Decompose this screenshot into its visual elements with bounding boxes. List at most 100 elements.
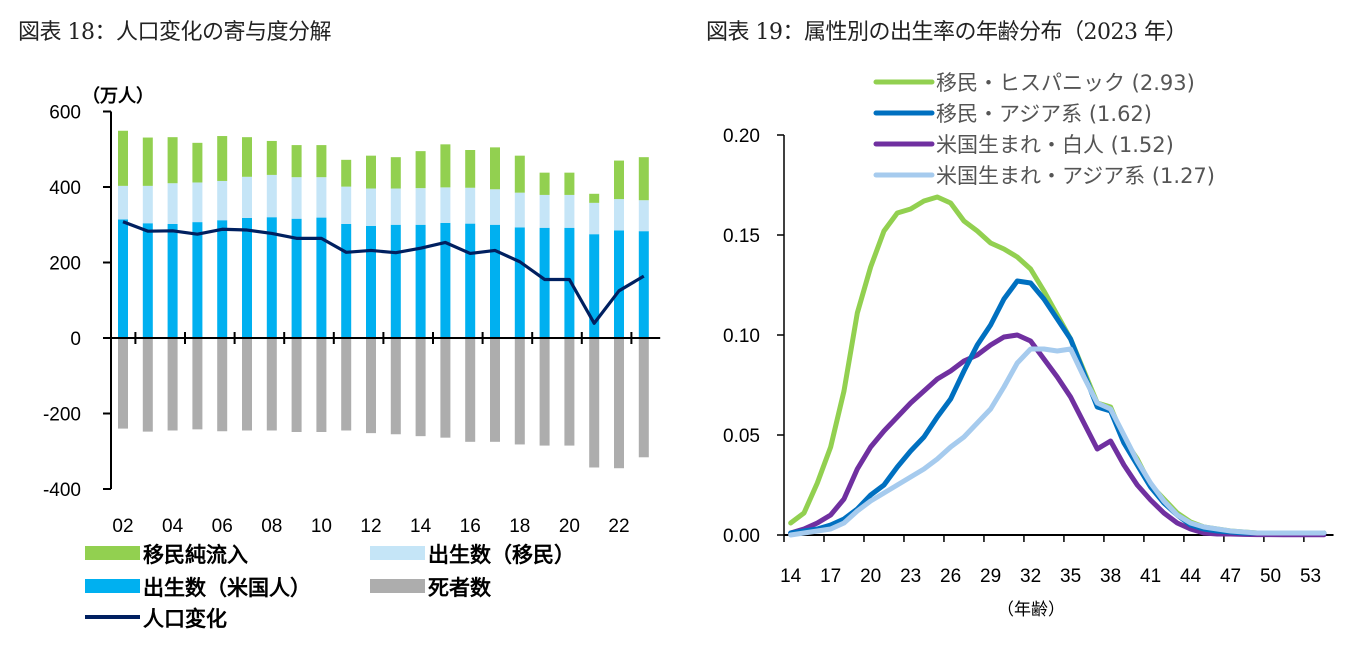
x-tick-label: 06 xyxy=(212,516,233,537)
bar-births-immigrant-08 xyxy=(266,174,277,218)
x-tick-label: 29 xyxy=(980,566,1001,587)
bar-births-us-23 xyxy=(638,231,649,338)
x-axis-title: （年齢） xyxy=(997,600,1065,620)
legend-right: 移民・ヒスパニック (2.93) 移民・アジア系 (1.62) 米国生まれ・白人 (… xyxy=(873,71,1215,188)
legend-label: 米国生まれ・白人 (1.52) xyxy=(936,133,1174,157)
x-tick-label: 38 xyxy=(1100,566,1121,587)
bar-deaths-09 xyxy=(291,338,302,432)
legend-swatch xyxy=(85,579,140,593)
y-unit-label: （万人） xyxy=(82,86,154,107)
x-tick-label: 08 xyxy=(261,516,282,537)
x-tick-label: 26 xyxy=(940,566,961,587)
bar-net-immigration-04 xyxy=(167,137,178,184)
bar-net-immigration-23 xyxy=(638,157,649,201)
bar-deaths-20 xyxy=(564,338,575,446)
chart-title-right: 図表 19：属性別の出生率の年齢分布（2023 年） xyxy=(706,20,1187,45)
x-tick-label: 04 xyxy=(162,516,184,537)
bar-deaths-05 xyxy=(192,338,203,430)
bar-net-immigration-16 xyxy=(465,150,476,188)
bar-net-immigration-11 xyxy=(341,159,352,187)
bar-deaths-02 xyxy=(118,338,128,429)
legend-label: 米国生まれ・アジア系 (1.27) xyxy=(936,164,1215,188)
legend-label: 出生数（移民） xyxy=(428,543,575,567)
bar-births-immigrant-16 xyxy=(465,187,476,224)
x-tick-label: 20 xyxy=(559,516,580,537)
bar-net-immigration-19 xyxy=(539,172,550,195)
bar-births-us-14 xyxy=(415,224,426,338)
y-tick-label: -200 xyxy=(43,405,81,426)
bar-births-immigrant-06 xyxy=(217,180,228,221)
bar-deaths-15 xyxy=(440,338,451,438)
x-tick-label: 10 xyxy=(311,516,332,537)
bar-births-us-18 xyxy=(514,227,525,338)
bar-net-immigration-08 xyxy=(266,140,277,175)
bar-births-immigrant-03 xyxy=(142,185,153,224)
x-tick-label: 50 xyxy=(1260,566,1281,587)
chart-title-left: 図表 18：人口変化の寄与度分解 xyxy=(18,20,332,45)
x-tick-label: 02 xyxy=(112,516,133,537)
x-tick-label: 23 xyxy=(900,566,921,587)
x-tick-label: 16 xyxy=(460,516,481,537)
bar-deaths-11 xyxy=(341,338,352,431)
population-change-chart: 600 400 200 0 -200 -400 （万人） 02 04 06 08 10 12 14 16 18… xyxy=(43,86,661,631)
line-immigrant-hispanic xyxy=(788,194,1327,536)
bar-births-us-22 xyxy=(614,230,624,338)
bar-deaths-12 xyxy=(366,338,376,434)
legend-label: 移民純流入 xyxy=(143,543,248,567)
bar-deaths-07 xyxy=(242,338,252,431)
x-tick-label: 41 xyxy=(1140,566,1161,587)
legend-swatch xyxy=(85,546,140,560)
bar-deaths-04 xyxy=(167,338,178,431)
y-tick-label: 0 xyxy=(70,329,81,350)
bar-deaths-16 xyxy=(465,338,476,442)
bar-births-immigrant-13 xyxy=(390,188,401,225)
bar-deaths-14 xyxy=(415,338,426,437)
bar-deaths-13 xyxy=(390,338,401,435)
bar-net-immigration-02 xyxy=(118,130,128,186)
y-tick-label: 0.20 xyxy=(723,126,760,147)
bar-births-us-09 xyxy=(291,218,302,338)
bar-deaths-22 xyxy=(614,338,624,469)
bar-births-us-16 xyxy=(465,223,476,338)
bar-net-immigration-03 xyxy=(142,137,153,186)
bar-births-us-10 xyxy=(316,217,327,338)
legend-swatch xyxy=(370,546,425,560)
bar-net-immigration-05 xyxy=(192,142,203,183)
bar-births-us-13 xyxy=(390,224,401,338)
bar-births-us-12 xyxy=(366,225,376,338)
bar-deaths-10 xyxy=(316,338,327,432)
bar-births-immigrant-11 xyxy=(341,186,352,224)
legend-label: 移民・アジア系 (1.62) xyxy=(936,102,1152,126)
bar-net-immigration-13 xyxy=(390,157,401,189)
x-tick-label: 22 xyxy=(608,516,629,537)
legend-label: 出生数（米国人） xyxy=(143,576,311,600)
bar-deaths-03 xyxy=(142,338,153,432)
legend-swatch xyxy=(370,579,425,593)
bar-deaths-21 xyxy=(589,338,600,468)
bar-births-immigrant-07 xyxy=(242,176,252,218)
bar-group xyxy=(118,130,649,469)
x-tick-label: 47 xyxy=(1220,566,1241,587)
bar-births-immigrant-19 xyxy=(539,194,550,228)
bar-net-immigration-20 xyxy=(564,172,575,195)
bar-deaths-06 xyxy=(217,338,228,432)
bar-births-immigrant-20 xyxy=(564,194,575,228)
bar-births-us-20 xyxy=(564,227,575,338)
bar-births-immigrant-12 xyxy=(366,188,376,226)
x-tick-label: 32 xyxy=(1020,566,1041,587)
bar-net-immigration-22 xyxy=(614,160,624,200)
bar-births-us-11 xyxy=(341,223,352,338)
bar-births-immigrant-02 xyxy=(118,185,128,220)
bar-net-immigration-06 xyxy=(217,136,228,181)
population-change-line xyxy=(122,220,645,325)
fertility-lines-group xyxy=(788,194,1327,538)
bar-births-us-04 xyxy=(167,223,178,338)
bar-deaths-17 xyxy=(490,338,500,442)
bar-births-us-15 xyxy=(440,222,451,338)
line-immigrant-asian xyxy=(788,278,1327,536)
bar-deaths-18 xyxy=(514,338,525,445)
x-tick-label: 20 xyxy=(860,566,881,587)
bar-net-immigration-15 xyxy=(440,144,451,188)
bar-births-us-02 xyxy=(118,219,128,338)
